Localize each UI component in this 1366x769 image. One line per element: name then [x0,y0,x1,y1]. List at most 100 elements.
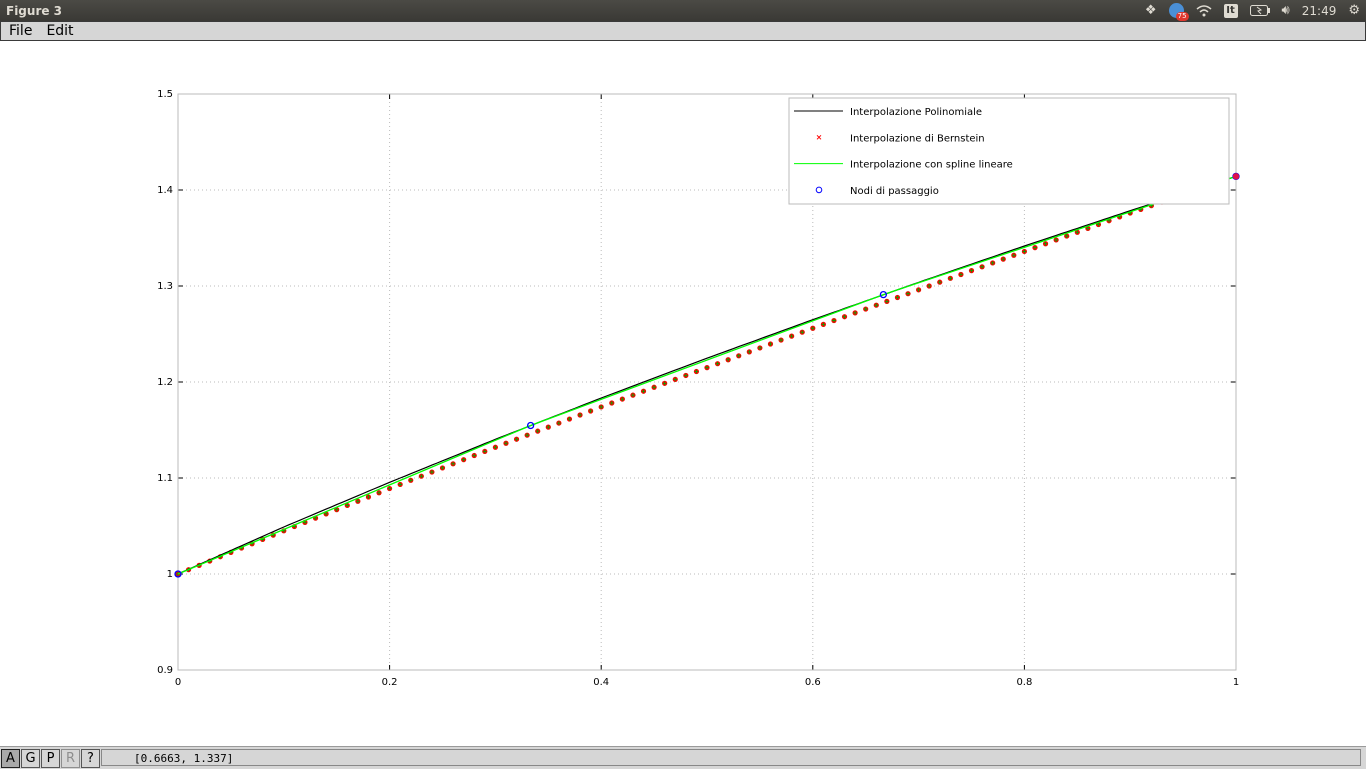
bernstein-marker [736,353,742,359]
legend-label: Nodi di passaggio [850,186,939,197]
bernstein-marker [503,440,509,446]
x-tick-label: 1 [1233,677,1239,688]
bernstein-point-cross [895,295,900,300]
bernstein-point-cross [578,413,583,418]
bernstein-marker [1011,252,1017,258]
bernstein-marker [1053,237,1059,243]
bernstein-marker [598,404,604,410]
bernstein-marker [630,392,636,398]
notification-badge: 75 [1175,12,1189,21]
bernstein-point-cross [641,389,646,394]
battery-icon[interactable] [1249,0,1270,21]
bernstein-marker [672,376,678,383]
bernstein-point-cross [652,385,657,390]
bernstein-point-cross [1011,253,1016,258]
legend-label: Interpolazione di Bernstein [850,133,985,144]
bernstein-marker [397,481,403,488]
bernstein-marker [968,268,975,274]
bernstein-point-cross [715,361,720,366]
bernstein-point-cross [535,429,540,434]
legend-entry: Nodi di passaggio [815,186,939,197]
menu-file[interactable]: File [9,23,33,39]
bernstein-point-cross [493,445,498,450]
bernstein-marker [757,345,763,351]
keyboard-layout-indicator[interactable]: It [1223,0,1238,21]
y-tick-label: 1.4 [157,185,173,196]
system-tray: ❖ 75 It 🔊︎ 21:49 ⚙ [1145,0,1360,21]
bernstein-marker [1042,241,1049,247]
bernstein-marker [810,325,816,331]
grid-button[interactable]: G [21,749,40,768]
bernstein-marker [640,388,647,394]
bernstein-point-cross [588,408,593,413]
bernstein-point-cross [609,401,614,406]
bernstein-point-cross [916,287,921,292]
bernstein-point-cross [874,303,879,308]
bernstein-point-cross [514,437,519,442]
legend-swatch-star [816,134,822,140]
bernstein-point-cross [630,393,635,398]
bernstein-marker [841,314,848,320]
bernstein-point-cross [324,511,329,516]
bernstein-marker [1064,233,1070,239]
bernstein-point-cross [736,353,741,358]
coordinate-readout: [0.6663, 1.337] [101,749,1361,766]
bernstein-marker [714,361,721,367]
pan-button[interactable]: P [41,749,60,768]
bernstein-point-cross [461,457,466,462]
bernstein-marker [429,469,435,475]
bernstein-point-cross [334,507,339,512]
y-tick-label: 0.9 [157,665,173,676]
bernstein-marker [831,317,837,324]
bernstein-point-cross [620,397,625,402]
bernstein-point-cross [768,341,773,346]
bernstein-point-cross [821,322,826,327]
bernstein-point-cross [969,268,974,273]
bernstein-point-cross [842,314,847,319]
bernstein-marker [693,368,700,375]
bernstein-point-cross [800,330,805,335]
telegram-icon[interactable]: 75 [1168,0,1189,21]
help-button[interactable]: ? [81,749,100,768]
bernstein-marker [1074,229,1080,235]
x-tick-label: 0.6 [805,677,821,688]
bernstein-marker [789,333,795,339]
bernstein-point-cross [472,453,477,458]
bernstein-marker [916,287,922,293]
bernstein-point-cross [451,461,456,466]
bernstein-marker [937,279,943,285]
bernstein-point-cross [377,490,382,495]
gear-icon[interactable]: ⚙ [1348,3,1360,18]
legend-entry: Interpolazione di Bernstein [816,133,985,144]
bernstein-point-cross [546,425,551,430]
bernstein-point-cross [705,365,709,370]
volume-icon[interactable]: 🔊︎ [1281,3,1290,18]
bernstein-point-cross [482,449,487,454]
clock[interactable]: 21:49 [1301,3,1337,18]
bernstein-marker [387,485,393,492]
bernstein-marker [535,428,541,434]
bernstein-point-cross [345,503,350,508]
menu-edit[interactable]: Edit [46,23,74,39]
bernstein-point-cross [1096,222,1101,227]
bernstein-marker [926,283,932,289]
bernstein-marker [1032,245,1038,251]
bernstein-point-cross [440,465,445,470]
bernstein-marker [1000,256,1006,262]
plot-series [174,172,1240,578]
bernstein-marker [344,502,350,509]
bernstein-point-cross [927,284,932,288]
bernstein-marker [609,400,615,406]
axes-button[interactable]: A [1,749,20,768]
wifi-icon[interactable] [1196,0,1212,21]
bernstein-marker [704,365,710,371]
figure-canvas[interactable]: 0 0.2 0.4 0.6 0.8 1 0.9 1 1.1 1.2 1.3 1.4 1.5 Interp… [0,40,1366,746]
bernstein-point-cross [408,478,413,483]
bernstein-marker [725,357,731,363]
bernstein-point-cross [355,499,360,504]
dropbox-icon[interactable]: ❖ [1144,3,1157,18]
bernstein-point-cross [419,474,424,479]
bernstein-marker [884,298,890,304]
bernstein-marker [905,291,911,297]
bernstein-point-cross [525,433,530,438]
